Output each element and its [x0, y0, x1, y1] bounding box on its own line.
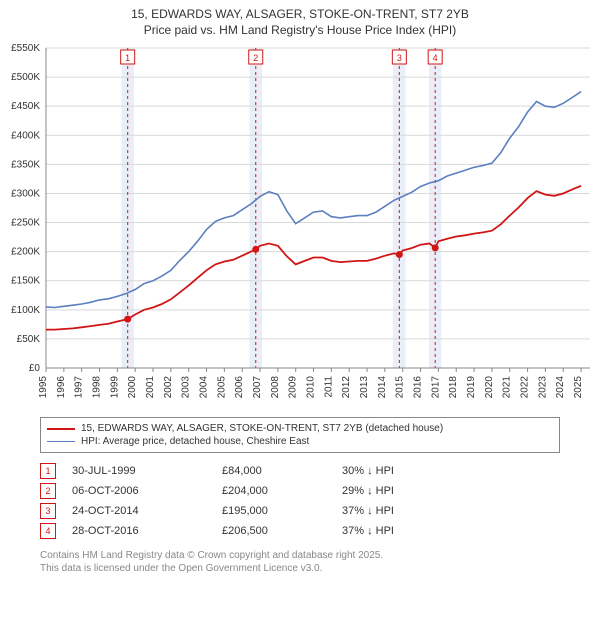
x-tick-label: 2013 — [359, 376, 370, 399]
line-chart: £0 £50K £100K £150K £200K £250K £300K £350K £400… — [0, 38, 600, 408]
sale-price: £206,500 — [222, 525, 342, 537]
x-tick-label: 1998 — [92, 376, 103, 399]
x-tick-label: 2008 — [270, 376, 281, 399]
sale-delta: 30% ↓ HPI — [342, 465, 462, 477]
sale-date: 06-OCT-2006 — [72, 485, 222, 497]
footnote: Contains HM Land Registry data © Crown c… — [40, 549, 560, 575]
x-tick-label: 2020 — [484, 376, 495, 399]
sale-marker-number: 1 — [125, 53, 130, 63]
chart-area: £0 £50K £100K £150K £200K £250K £300K £350K £400… — [0, 38, 600, 411]
x-tick-label: 2003 — [181, 376, 192, 399]
sale-number-box: 2 — [40, 483, 56, 499]
y-tick-label: £200K — [11, 247, 40, 258]
y-tick-label: £100K — [11, 305, 40, 316]
x-tick-label: 2004 — [199, 376, 210, 399]
sale-number-box: 3 — [40, 503, 56, 519]
y-tick-label: £250K — [11, 218, 40, 229]
x-tick-label: 2007 — [252, 376, 263, 399]
sale-marker-number: 2 — [253, 53, 258, 63]
sale-number-box: 1 — [40, 463, 56, 479]
sale-number-box: 4 — [40, 523, 56, 539]
chart-title: 15, EDWARDS WAY, ALSAGER, STOKE-ON-TRENT… — [0, 0, 600, 38]
x-tick-label: 2025 — [573, 376, 584, 399]
legend-row: 15, EDWARDS WAY, ALSAGER, STOKE-ON-TRENT… — [47, 422, 553, 435]
sale-price: £195,000 — [222, 505, 342, 517]
x-tick-label: 2006 — [234, 376, 245, 399]
sales-table-row: 2 06-OCT-2006£204,00029% ↓ HPI — [40, 481, 560, 501]
x-tick-label: 2018 — [448, 376, 459, 399]
sale-delta: 29% ↓ HPI — [342, 485, 462, 497]
y-tick-label: £350K — [11, 160, 40, 171]
x-tick-label: 2016 — [413, 376, 424, 399]
footnote-line2: This data is licensed under the Open Gov… — [40, 562, 560, 575]
x-tick-label: 1997 — [74, 376, 85, 399]
x-tick-label: 1996 — [56, 376, 67, 399]
y-tick-label: £300K — [11, 189, 40, 200]
x-tick-label: 2023 — [537, 376, 548, 399]
x-tick-label: 2014 — [377, 376, 388, 399]
title-line2: Price paid vs. HM Land Registry's House … — [0, 22, 600, 38]
sale-date: 28-OCT-2016 — [72, 525, 222, 537]
sale-dot — [432, 245, 439, 252]
sale-price: £84,000 — [222, 465, 342, 477]
sales-table-row: 3 24-OCT-2014£195,00037% ↓ HPI — [40, 501, 560, 521]
x-tick-label: 2001 — [145, 376, 156, 399]
sale-dot — [396, 251, 403, 258]
footnote-line1: Contains HM Land Registry data © Crown c… — [40, 549, 560, 562]
sale-marker-number: 4 — [433, 53, 438, 63]
x-tick-label: 2000 — [127, 376, 138, 399]
sales-table-row: 4 28-OCT-2016£206,50037% ↓ HPI — [40, 521, 560, 541]
y-tick-label: £550K — [11, 43, 40, 54]
sale-date: 24-OCT-2014 — [72, 505, 222, 517]
x-tick-label: 2009 — [288, 376, 299, 399]
legend-label: HPI: Average price, detached house, Ches… — [81, 436, 309, 447]
y-tick-label: £50K — [17, 334, 41, 345]
sale-date: 30-JUL-1999 — [72, 465, 222, 477]
y-tick-label: £500K — [11, 72, 40, 83]
x-tick-label: 2005 — [216, 376, 227, 399]
y-tick-label: £450K — [11, 102, 40, 113]
x-tick-label: 2024 — [555, 376, 566, 399]
legend-swatch — [47, 441, 75, 442]
y-tick-label: £0 — [29, 363, 41, 374]
y-tick-label: £400K — [11, 131, 40, 142]
x-tick-label: 2022 — [520, 376, 531, 399]
legend-swatch — [47, 428, 75, 430]
x-tick-label: 2017 — [430, 376, 441, 399]
sales-table: 1 30-JUL-1999£84,00030% ↓ HPI 2 06-OCT-2006… — [40, 461, 560, 541]
x-tick-label: 2011 — [323, 376, 334, 398]
legend-row: HPI: Average price, detached house, Ches… — [47, 435, 553, 448]
x-tick-label: 2010 — [306, 376, 317, 399]
sales-table-row: 1 30-JUL-1999£84,00030% ↓ HPI — [40, 461, 560, 481]
x-tick-label: 1999 — [109, 376, 120, 399]
sale-delta: 37% ↓ HPI — [342, 505, 462, 517]
x-tick-label: 2015 — [395, 376, 406, 399]
sale-dot — [252, 246, 259, 253]
x-tick-label: 2002 — [163, 376, 174, 399]
x-tick-label: 2021 — [502, 376, 513, 399]
legend-label: 15, EDWARDS WAY, ALSAGER, STOKE-ON-TRENT… — [81, 423, 443, 434]
x-tick-label: 2012 — [341, 376, 352, 399]
x-tick-label: 2019 — [466, 376, 477, 399]
legend: 15, EDWARDS WAY, ALSAGER, STOKE-ON-TRENT… — [40, 417, 560, 453]
sale-price: £204,000 — [222, 485, 342, 497]
sale-marker-number: 3 — [397, 53, 402, 63]
sale-dot — [124, 316, 131, 323]
sale-delta: 37% ↓ HPI — [342, 525, 462, 537]
title-line1: 15, EDWARDS WAY, ALSAGER, STOKE-ON-TRENT… — [0, 6, 600, 22]
x-tick-label: 1995 — [38, 376, 49, 399]
y-tick-label: £150K — [11, 276, 40, 287]
